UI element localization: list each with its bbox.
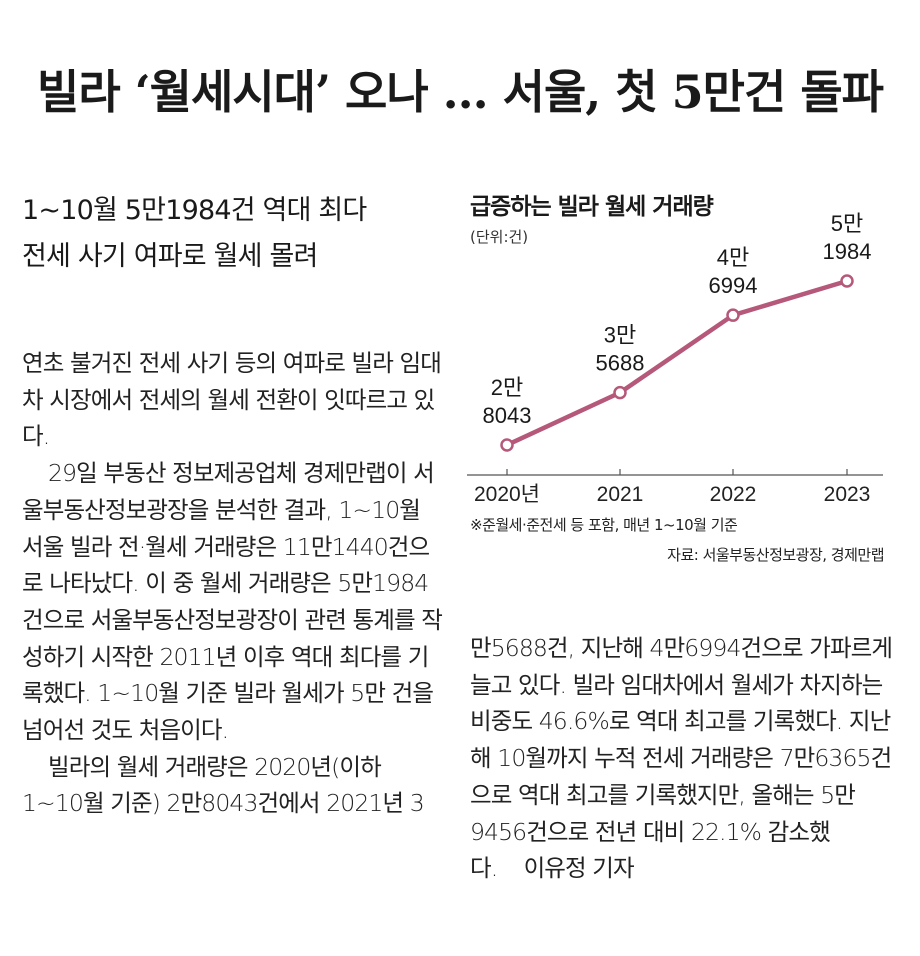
article-right-column: 만5688건, 지난해 4만6994건으로 가파르게 늘고 있다. 빌라 임대차… xyxy=(470,630,895,887)
chart-unit: (단위:건) xyxy=(470,228,529,246)
data-point xyxy=(613,385,627,400)
byline: 이유정 기자 xyxy=(523,854,635,883)
data-point xyxy=(726,308,740,322)
chart-note: ※준월세·준전세 등 포함, 매년 1~10월 기준 xyxy=(470,516,738,534)
article-left-column: 연초 불거진 전세 사기 등의 여파로 빌라 임대차 시장에서 전세의 월세 전… xyxy=(22,345,443,822)
chart-title: 급증하는 빌라 월세 거래량 xyxy=(470,194,714,220)
paragraph-4: 만5688건, 지난해 4만6994건으로 가파르게 늘고 있다. 빌라 임대차… xyxy=(470,630,895,887)
data-label-line-1: 3만 xyxy=(604,323,636,348)
paragraph-1: 연초 불거진 전세 사기 등의 여파로 빌라 임대차 시장에서 전세의 월세 전… xyxy=(22,349,442,451)
data-point xyxy=(840,274,854,288)
data-label-line-2: 6994 xyxy=(709,273,758,298)
line-chart: 2020년 2021 2022 2023 2만 8043 3만 5688 4만 6994 5만 198… xyxy=(467,211,883,506)
data-label-line-2: 5688 xyxy=(596,351,645,376)
x-tick-label: 2020년 xyxy=(474,483,540,506)
paragraph-3: 빌라의 월세 거래량은 2020년(이하 1~10월 기준) 2만8043건에서… xyxy=(22,752,425,818)
subheadline-line-1: 1~10월 5만1984건 역대 최다 xyxy=(22,195,367,226)
data-point xyxy=(500,438,514,452)
x-tick-label: 2023 xyxy=(824,483,871,506)
data-label-line-2: 8043 xyxy=(483,403,532,428)
chart-source: 자료: 서울부동산정보광장, 경제만랩 xyxy=(667,546,884,564)
data-label-line-2: 1984 xyxy=(823,239,872,264)
paragraph-4-text: 만5688건, 지난해 4만6994건으로 가파르게 늘고 있다. 빌라 임대차… xyxy=(470,634,893,883)
series-line xyxy=(504,278,850,448)
data-label-line-1: 2만 xyxy=(491,375,523,400)
x-tick-label: 2021 xyxy=(597,483,644,506)
subheadline-line-2: 전세 사기 여파로 월세 몰려 xyxy=(22,241,318,272)
paragraph-2: 29일 부동산 정보제공업체 경제만랩이 서울부동산정보광장을 분석한 결과, … xyxy=(22,459,443,745)
subheadline: 1~10월 5만1984건 역대 최다 전세 사기 여파로 월세 몰려 xyxy=(22,188,442,280)
data-label-line-1: 4만 xyxy=(717,245,749,270)
x-tick-label: 2022 xyxy=(710,483,757,506)
headline: 빌라 ‘월세시대’ 오나 … 서울, 첫 5만건 돌파 xyxy=(37,65,884,119)
data-label-line-1: 5만 xyxy=(831,211,863,236)
